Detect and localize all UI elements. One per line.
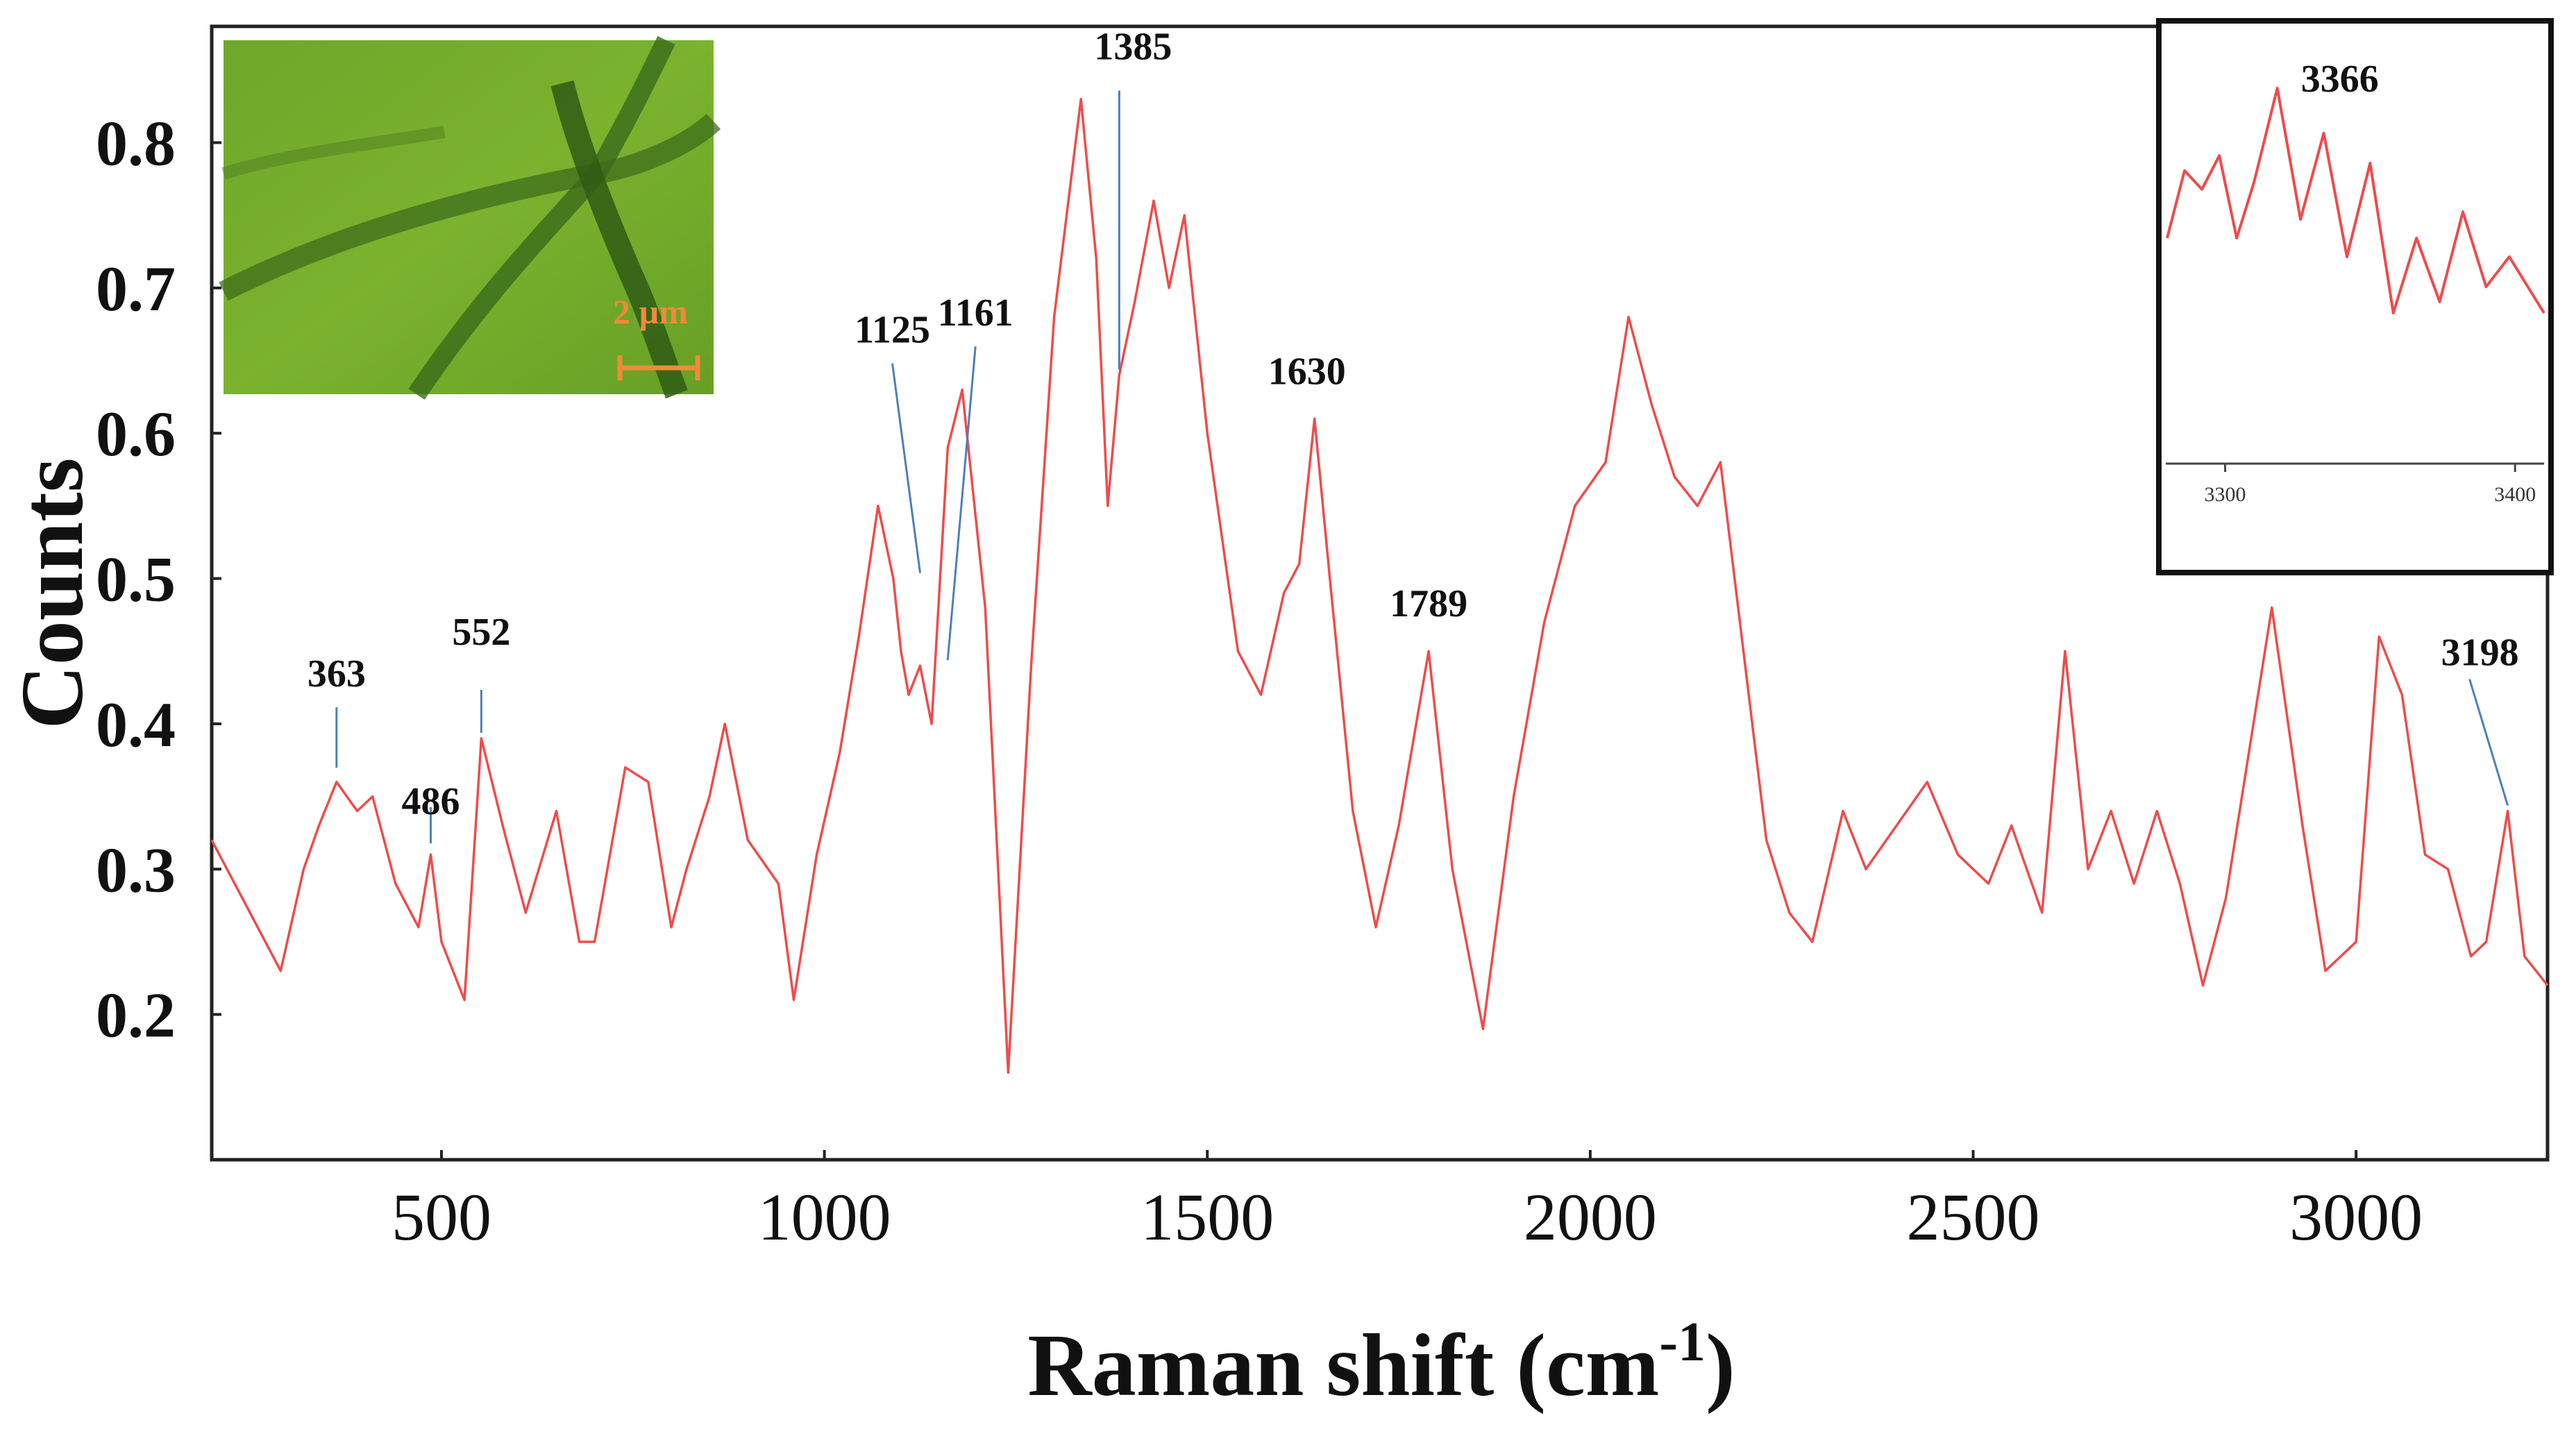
peak-leader-line bbox=[2468, 679, 2509, 806]
peak-annotations: 363 486 552 1125 1161 1385 1630 1789 3198 bbox=[308, 25, 2519, 843]
y-tick-label: 0.3 bbox=[96, 834, 176, 905]
peak-label: 486 bbox=[402, 780, 460, 823]
y-tick-label: 0.4 bbox=[96, 689, 176, 760]
x-tick-label: 500 bbox=[392, 1180, 491, 1254]
peak-label: 3198 bbox=[2441, 632, 2519, 675]
spectrum-line bbox=[210, 97, 2549, 1074]
x-tick-label: 2000 bbox=[1524, 1180, 1657, 1254]
peak-label: 1385 bbox=[1094, 25, 1172, 68]
x-tick-label: 1000 bbox=[758, 1180, 891, 1254]
zoom-inset: 3300 3400 3366 bbox=[2156, 18, 2554, 575]
peak-label: 1789 bbox=[1390, 582, 1467, 625]
peak-label: 1125 bbox=[855, 309, 930, 352]
micrograph-inset: 2 µm bbox=[219, 35, 721, 400]
x-tick-label: 3000 bbox=[2289, 1180, 2423, 1254]
micrograph-fiber bbox=[219, 113, 721, 301]
micrograph-fiber bbox=[408, 35, 675, 400]
y-tick-label: 0.7 bbox=[96, 253, 176, 324]
micrograph-fiber bbox=[550, 80, 688, 399]
x-tick-label: 2500 bbox=[1907, 1180, 2040, 1254]
zoom-inset-spectrum-line bbox=[2166, 87, 2545, 314]
y-tick-label: 0.2 bbox=[96, 980, 176, 1051]
y-tick-label: 0.5 bbox=[96, 544, 176, 615]
axis-ticks: 500 1000 1500 2000 2500 3000 0.2 0.3 0.4 0.5 0.6 0.… bbox=[96, 108, 2423, 1254]
zoom-inset-ticks: 3300 3400 bbox=[2205, 464, 2536, 506]
y-tick-label: 0.8 bbox=[96, 108, 176, 178]
zoom-inset-tick-label: 3300 bbox=[2205, 483, 2246, 506]
peak-label: 1161 bbox=[938, 291, 1013, 335]
peak-label: 363 bbox=[308, 652, 366, 695]
y-tick-label: 0.6 bbox=[96, 398, 176, 469]
x-axis-label: Raman shift (cm-1) bbox=[1027, 1312, 1735, 1414]
peak-leader-line bbox=[946, 346, 977, 661]
peak-leader-line bbox=[891, 363, 922, 573]
scale-bar-label: 2 µm bbox=[613, 292, 688, 331]
peak-label: 1630 bbox=[1268, 350, 1346, 393]
peak-label: 552 bbox=[452, 611, 510, 654]
y-axis-label: Counts bbox=[3, 457, 101, 729]
zoom-inset-tick-label: 3400 bbox=[2494, 483, 2536, 506]
zoom-inset-peak-label: 3366 bbox=[2301, 58, 2379, 101]
micrograph-fiber bbox=[221, 126, 446, 180]
plot-frame bbox=[210, 24, 2550, 1162]
scale-bar bbox=[617, 355, 700, 380]
x-tick-label: 1500 bbox=[1140, 1180, 1274, 1254]
